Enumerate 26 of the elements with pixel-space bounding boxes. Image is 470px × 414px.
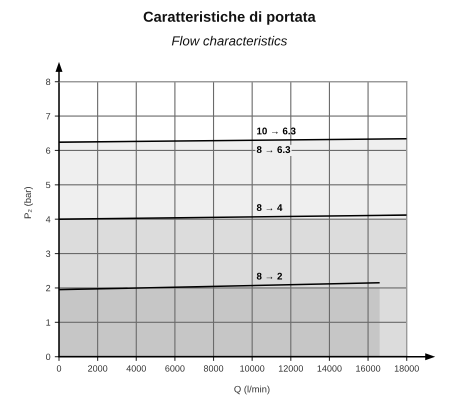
- y-tick-label: 3: [46, 250, 50, 257]
- annotation: 8 → 6.3: [256, 146, 290, 154]
- x-tick-label: 8000: [204, 365, 224, 372]
- y-axis-title: P₂ (bar): [24, 187, 33, 218]
- y-tick-label: 0: [46, 354, 50, 360]
- y-tick-label: 8: [46, 78, 50, 86]
- y-tick-label: 4: [46, 216, 50, 222]
- x-tick-label: 2000: [88, 365, 108, 372]
- series-label: 8 → 4: [256, 204, 282, 212]
- y-tick-label: 1: [46, 319, 50, 326]
- x-tick-label: 12000: [278, 365, 303, 372]
- y-tick-label: 6: [46, 147, 50, 154]
- x-tick-label: 16000: [356, 365, 380, 372]
- x-tick-label: 0: [56, 365, 62, 372]
- x-tick-label: 6000: [165, 365, 185, 372]
- x-tick-label: 14000: [318, 365, 342, 372]
- y-tick-label: 5: [46, 182, 50, 188]
- x-axis-title: Q (l/min): [234, 386, 270, 394]
- series-label: 8 → 2: [256, 272, 282, 280]
- y-tick-label: 2: [46, 284, 50, 292]
- chart-subtitle: Flow characteristics: [172, 36, 288, 46]
- x-tick-label: 4000: [126, 365, 146, 372]
- x-tick-label: 10000: [240, 365, 264, 372]
- chart-title: Caratteristiche di portata: [144, 11, 316, 25]
- y-tick-label: 7: [46, 113, 50, 120]
- x-tick-label: 18000: [394, 365, 419, 372]
